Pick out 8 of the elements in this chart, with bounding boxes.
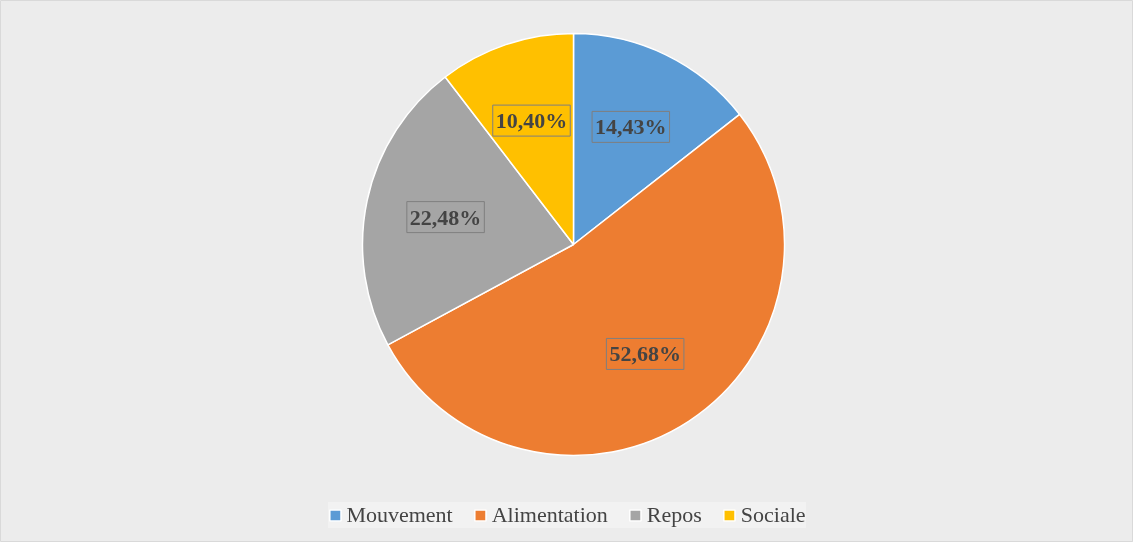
data-label: 10,40% <box>495 108 568 134</box>
data-label: 14,43% <box>595 114 667 140</box>
legend-label: Repos <box>646 502 702 528</box>
legend-label: Sociale <box>740 502 806 528</box>
legend-label: Mouvement <box>346 502 453 528</box>
data-label: 22,48% <box>409 204 482 230</box>
legend-label: Alimentation <box>491 502 608 528</box>
data-label: 52,68% <box>609 341 681 367</box>
